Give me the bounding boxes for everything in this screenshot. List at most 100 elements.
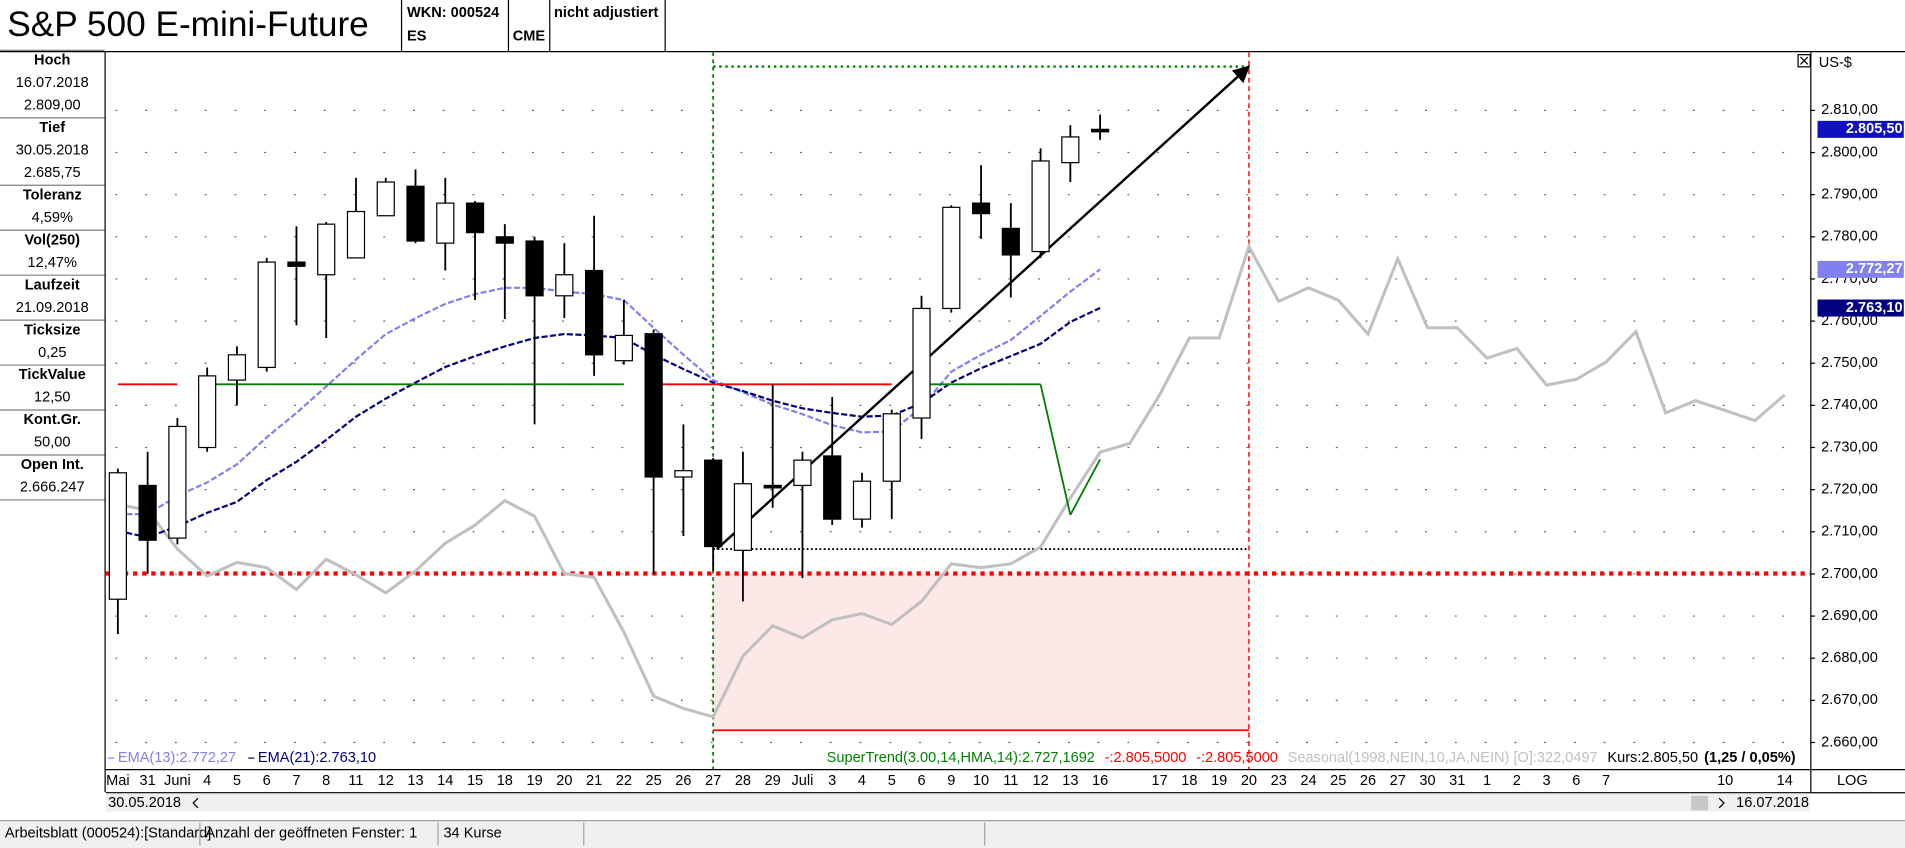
candle-body (406, 185, 425, 242)
status-bar (0, 820, 1905, 848)
x-tick-label: 9 (947, 773, 955, 789)
last-value-box (1817, 260, 1904, 278)
candle-body (971, 202, 991, 215)
candle-body (287, 261, 306, 267)
x-tick-label: 30 (1419, 773, 1435, 789)
y-tick-label: 2.680,00 (1821, 650, 1878, 666)
candle-body (733, 483, 753, 551)
sidebar-value: 12,47% (28, 255, 77, 271)
sidebar-label: Tief (39, 120, 65, 136)
range-start: 30.05.2018 (108, 795, 181, 811)
x-tick-label: 14 (437, 773, 453, 789)
sidebar-value: 30.05.2018 (16, 142, 89, 158)
x-tick-label: 23 (1271, 773, 1287, 789)
chart-title: S&P 500 E-mini-Future (7, 5, 368, 44)
x-tick-label: 4 (203, 773, 211, 789)
candle-body (644, 333, 663, 478)
candle-body (584, 269, 604, 356)
sidebar-label: Open Int. (21, 457, 84, 473)
y-tick-label: 2.790,00 (1821, 187, 1878, 203)
candle-body (168, 425, 187, 539)
x-tick-label: 8 (322, 773, 330, 789)
y-tick-label: 2.700,00 (1821, 566, 1878, 582)
x-tick-label: 15 (467, 773, 483, 789)
x-tick-label: 20 (1241, 773, 1257, 789)
legend-entry: EMA(13):2.772,27 (118, 750, 236, 766)
candle-body (793, 459, 812, 487)
ema-line (117, 268, 1101, 516)
candle-body (108, 472, 127, 600)
candle-body (317, 223, 336, 276)
y-tick-label: 2.760,00 (1821, 313, 1878, 329)
x-tick-label: 26 (1360, 773, 1376, 789)
x-tick-label: 14 (1777, 773, 1793, 789)
candle-body (704, 459, 723, 548)
supertrend-segment (1039, 384, 1072, 516)
legend-entry: -:2.805,5000 (1196, 750, 1278, 766)
x-tick-label: Juni (164, 773, 191, 789)
x-tick-label: 22 (616, 773, 632, 789)
sidebar-value: 16.07.2018 (16, 75, 89, 91)
x-tick-label: 3 (1543, 773, 1551, 789)
scroll-right[interactable] (1718, 797, 1725, 809)
y-tick-label: 2.730,00 (1821, 439, 1878, 455)
scroll-thumb[interactable] (1691, 795, 1709, 811)
header (0, 0, 1905, 53)
x-tick-label: 18 (497, 773, 513, 789)
candle-body (1061, 136, 1080, 164)
x-tick-label: 12 (1032, 773, 1048, 789)
sidebar-value: 2.666.247 (20, 480, 85, 496)
candle-body (257, 261, 276, 369)
legend-right: SuperTrend(3.00,14,HMA,14):2.727,1692 -:2… (827, 750, 1796, 766)
candle-body (942, 206, 961, 310)
scale-label: LOG (1837, 773, 1868, 789)
sidebar-label: Kont.Gr. (24, 412, 81, 428)
y-tick-label: 2.690,00 (1821, 608, 1878, 624)
y-tick-label: 2.710,00 (1821, 524, 1878, 540)
x-tick-label: 10 (1717, 773, 1733, 789)
sidebar-label: Toleranz (23, 187, 82, 203)
legend-entry: Seasonal(1998,NEIN,10,JA,NEIN) [O]:322,0… (1288, 750, 1598, 766)
y-tick-label: 2.670,00 (1821, 692, 1878, 708)
x-tick-label: 13 (1062, 773, 1078, 789)
candle-body (852, 480, 872, 520)
last-value-box (1817, 120, 1904, 138)
x-tick-label: 27 (705, 773, 721, 789)
x-tick-label: 16 (1092, 773, 1108, 789)
sidebar-value: 21.09.2018 (16, 300, 89, 316)
scrollbar (105, 793, 1811, 812)
x-tick-label: 13 (407, 773, 423, 789)
x-tick-label: 6 (263, 773, 271, 789)
candle-body (495, 236, 514, 244)
sidebar-label: Hoch (34, 53, 70, 69)
candle-body (823, 455, 842, 520)
y-tick-label: 2.720,00 (1821, 481, 1878, 497)
x-tick-label: 11 (1003, 773, 1018, 789)
x-tick-label: 27 (1390, 773, 1406, 789)
candle-body (1031, 160, 1050, 253)
x-tick-label: 18 (1181, 773, 1197, 789)
legend-entry: SuperTrend(3.00,14,HMA,14):2.727,1692 (827, 750, 1095, 766)
sidebar-value: 12,50 (34, 390, 70, 406)
sidebar-label: Laufzeit (25, 277, 80, 293)
supertrend-segment (1069, 459, 1101, 516)
candle-body (436, 202, 455, 244)
sidebar-value: 50,00 (34, 435, 70, 451)
x-tick-label: 31 (1449, 773, 1465, 789)
status-bg (0, 820, 1905, 848)
last-value-label: 2.772,27 (1846, 261, 1903, 277)
x-tick-label: 19 (1211, 773, 1227, 789)
status-text: Arbeitsblatt (000524):[Standard] (5, 825, 211, 841)
x-tick-label: 5 (888, 773, 896, 789)
y-unit: US-$ (1819, 55, 1852, 71)
y-tick-label: 2.780,00 (1821, 229, 1878, 245)
y-tick-label: 2.800,00 (1821, 144, 1878, 160)
legend-entry: EMA(21):2.763,10 (258, 750, 376, 766)
sidebar-value: 4,59% (32, 210, 73, 226)
scroll-left[interactable] (192, 797, 199, 809)
status-text: 34 Kurse (443, 825, 501, 841)
symbol: ES (407, 28, 427, 44)
scroll-track[interactable] (105, 793, 1811, 812)
